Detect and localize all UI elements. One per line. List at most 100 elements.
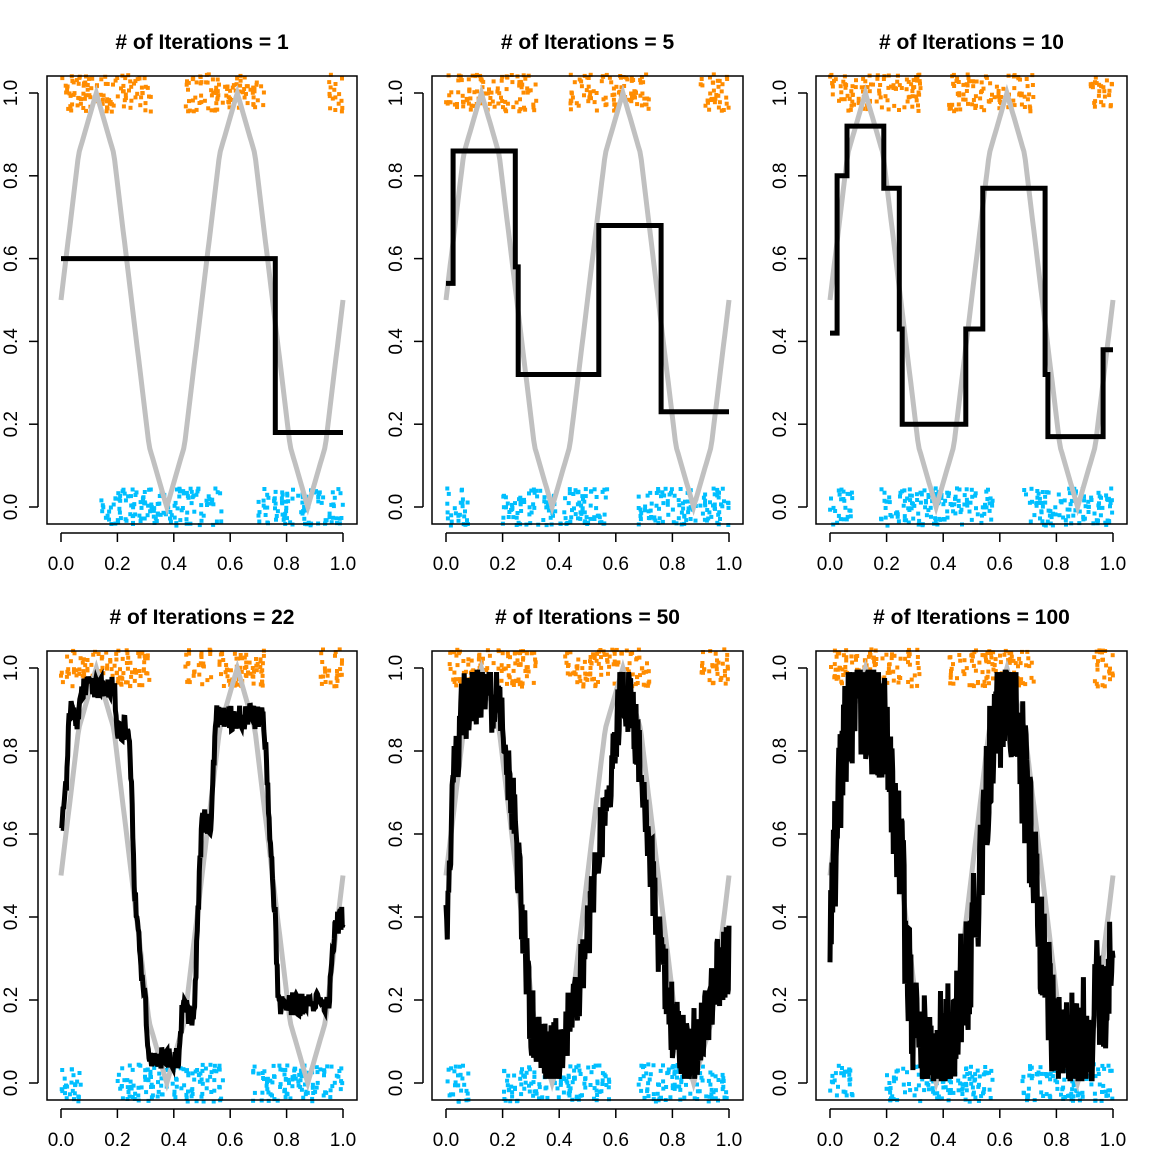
class0-point bbox=[199, 511, 204, 516]
class1-point bbox=[518, 107, 523, 112]
class1-point bbox=[319, 651, 324, 656]
class0-point bbox=[174, 1076, 178, 1081]
class1-point bbox=[454, 683, 459, 688]
class0-point bbox=[574, 1096, 579, 1101]
class0-point bbox=[177, 494, 182, 499]
class0-point bbox=[78, 1082, 83, 1087]
class0-point bbox=[113, 496, 118, 501]
class1-point bbox=[209, 675, 214, 680]
class1-point bbox=[700, 661, 705, 665]
y-tick-label: 0.6 bbox=[386, 821, 407, 847]
class0-point bbox=[661, 1063, 665, 1068]
class0-point bbox=[990, 498, 995, 503]
class0-point bbox=[179, 508, 184, 513]
class1-point bbox=[1012, 86, 1017, 91]
class0-point bbox=[1097, 494, 1102, 499]
panel-title: # of Iterations = 100 bbox=[873, 606, 1070, 629]
class1-point bbox=[199, 93, 204, 98]
class0-point bbox=[153, 516, 158, 521]
class0-point bbox=[1038, 1065, 1043, 1070]
class0-point bbox=[199, 503, 204, 508]
class0-point bbox=[565, 521, 570, 525]
class0-point bbox=[987, 508, 992, 513]
y-tick-label: 0.2 bbox=[1, 987, 22, 1013]
class1-point bbox=[917, 72, 922, 77]
class1-point bbox=[839, 90, 844, 95]
class1-point bbox=[584, 672, 589, 677]
class1-point bbox=[454, 653, 459, 658]
y-tick-label: 0.6 bbox=[1, 245, 22, 271]
class0-point bbox=[698, 503, 703, 508]
class1-point bbox=[217, 659, 222, 664]
class1-point bbox=[646, 681, 651, 686]
x-tick-label: 0.0 bbox=[817, 554, 843, 575]
class1-point bbox=[586, 99, 591, 104]
class1-point bbox=[260, 673, 265, 678]
class0-point bbox=[149, 1082, 154, 1087]
class1-point bbox=[635, 681, 640, 685]
class1-point bbox=[135, 77, 140, 82]
class0-point bbox=[841, 1089, 846, 1094]
y-tick-label: 1.0 bbox=[1, 655, 22, 681]
class0-point bbox=[296, 493, 301, 498]
class0-point bbox=[582, 510, 587, 515]
class0-point bbox=[567, 491, 572, 496]
class1-point bbox=[906, 680, 911, 684]
class0-point bbox=[942, 517, 947, 522]
class0-point bbox=[173, 500, 178, 505]
class0-point bbox=[280, 490, 285, 495]
class1-point bbox=[912, 673, 917, 678]
class1-point bbox=[211, 90, 216, 95]
y-tick-label: 0.6 bbox=[1, 821, 22, 847]
class0-point bbox=[566, 1084, 571, 1088]
class0-point bbox=[843, 505, 848, 510]
class1-point bbox=[1100, 657, 1105, 662]
class0-point bbox=[1043, 494, 1048, 499]
class0-point bbox=[317, 490, 322, 495]
class0-point bbox=[578, 510, 583, 515]
class0-point bbox=[1039, 501, 1044, 505]
class1-point bbox=[110, 673, 115, 678]
class1-point bbox=[77, 667, 82, 672]
panel: # of Iterations = 100.0 0.2 0.4 0.6 0.8 1.00.… bbox=[770, 31, 1128, 575]
class0-point bbox=[582, 499, 587, 504]
class0-point bbox=[663, 486, 668, 491]
class1-point bbox=[261, 103, 266, 108]
class1-point bbox=[456, 90, 461, 95]
class1-point bbox=[569, 91, 574, 96]
class1-point bbox=[77, 671, 82, 676]
class1-point bbox=[497, 91, 502, 96]
class1-point bbox=[891, 678, 896, 683]
class0-point bbox=[1037, 496, 1042, 501]
class0-point bbox=[522, 1074, 527, 1079]
class1-point bbox=[124, 680, 128, 685]
class1-point bbox=[85, 658, 90, 662]
class1-point bbox=[871, 655, 876, 660]
class1-point bbox=[128, 660, 133, 665]
class1-point bbox=[80, 660, 85, 665]
class0-point bbox=[1103, 520, 1108, 525]
class0-point bbox=[157, 501, 162, 506]
class0-point bbox=[1039, 1071, 1044, 1076]
class0-point bbox=[686, 510, 691, 515]
class1-point bbox=[706, 100, 710, 105]
class0-point bbox=[902, 518, 907, 523]
class0-point bbox=[973, 1072, 978, 1077]
class0-point bbox=[156, 1089, 161, 1094]
class0-point bbox=[1093, 1074, 1098, 1079]
class0-point bbox=[251, 1098, 256, 1103]
class1-point bbox=[844, 648, 849, 653]
class0-point bbox=[159, 1083, 164, 1088]
class0-point bbox=[638, 514, 643, 518]
class1-point bbox=[897, 675, 901, 680]
class0-point bbox=[1077, 509, 1082, 514]
class0-point bbox=[151, 508, 156, 513]
class1-point bbox=[832, 674, 837, 679]
class1-point bbox=[235, 76, 240, 81]
class1-point bbox=[339, 661, 344, 666]
class1-point bbox=[966, 76, 971, 80]
class1-point bbox=[506, 664, 511, 668]
class1-point bbox=[220, 652, 225, 656]
class0-point bbox=[212, 1068, 217, 1073]
class0-point bbox=[449, 1066, 454, 1071]
